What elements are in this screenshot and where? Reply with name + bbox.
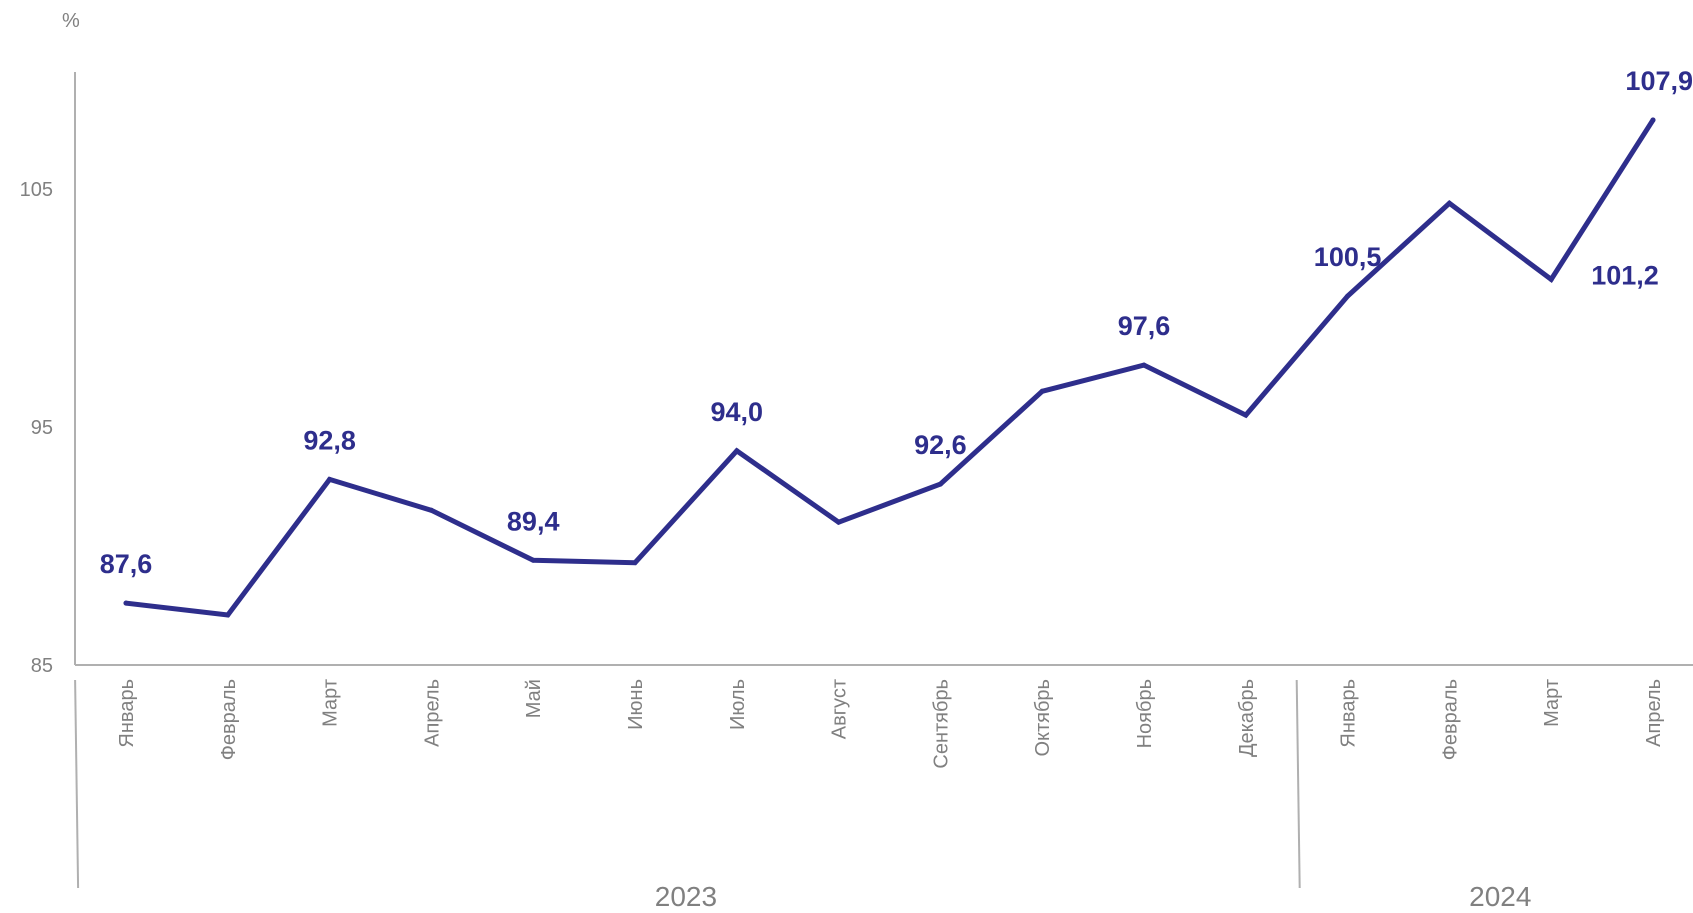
data-label: 94,0 (711, 397, 764, 427)
x-tick-label: Февраль (218, 679, 240, 760)
data-label: 92,6 (914, 430, 967, 460)
x-tick-label: Март (1541, 679, 1563, 727)
y-tick-label: 85 (31, 655, 53, 677)
data-point (428, 507, 434, 513)
data-point (937, 481, 943, 487)
y-tick-label: 95 (31, 417, 53, 439)
data-point (225, 612, 231, 618)
series-line (123, 117, 1656, 618)
x-tick-label: Январь (1338, 679, 1360, 748)
x-group-label: 2024 (1469, 881, 1531, 912)
x-tick-label: Февраль (1439, 679, 1461, 760)
data-label: 107,9 (1625, 66, 1693, 96)
data-point (530, 557, 536, 563)
series-layer (123, 117, 1656, 618)
x-tick-label: Апрель (1643, 679, 1665, 747)
data-label: 92,8 (303, 425, 356, 455)
x-tick-label: Ноябрь (1134, 679, 1156, 748)
data-point (836, 519, 842, 525)
data-point (1345, 293, 1351, 299)
data-point (632, 560, 638, 566)
x-tick-label: Январь (116, 679, 138, 748)
data-label: 89,4 (507, 506, 560, 536)
data-labels: 87,6 92,8 89,4 94,0 92,6 97,6 100,5 101,2 107,9 (100, 66, 1693, 579)
data-point (1039, 388, 1045, 394)
data-point (1446, 200, 1452, 206)
y-unit-label: % (62, 10, 80, 32)
x-axis-month-labels: Январь Февраль Март Апрель Май Июнь Июль Август… (116, 679, 1665, 769)
x-tick-label: Апрель (421, 679, 443, 747)
x-tick-label: Июль (727, 679, 749, 730)
x-group-label: 2023 (655, 881, 717, 912)
y-tick-label: 105 (20, 179, 53, 201)
data-point (1243, 412, 1249, 418)
x-tick-label: Сентябрь (930, 679, 952, 769)
data-label: 97,6 (1118, 311, 1171, 341)
data-point (327, 476, 333, 482)
x-tick-label: Март (320, 679, 342, 727)
data-point (1650, 117, 1656, 123)
data-point (1548, 276, 1554, 282)
data-label: 100,5 (1314, 242, 1382, 272)
x-axis-year-groups: 2023 2024 (74, 679, 1531, 912)
x-tick-label: Июнь (625, 679, 647, 730)
x-tick-label: Декабрь (1236, 679, 1258, 757)
data-point (123, 600, 129, 606)
y-axis-ticks: 85 95 105 (20, 179, 53, 677)
x-group-separator (1295, 679, 1301, 889)
x-tick-label: Май (523, 679, 545, 718)
x-tick-label: Август (829, 679, 851, 739)
data-label: 101,2 (1591, 260, 1659, 290)
data-label: 87,6 (100, 549, 153, 579)
data-point (1141, 362, 1147, 368)
data-point (734, 448, 740, 454)
x-group-separator (74, 679, 80, 889)
x-tick-label: Октябрь (1032, 679, 1054, 757)
